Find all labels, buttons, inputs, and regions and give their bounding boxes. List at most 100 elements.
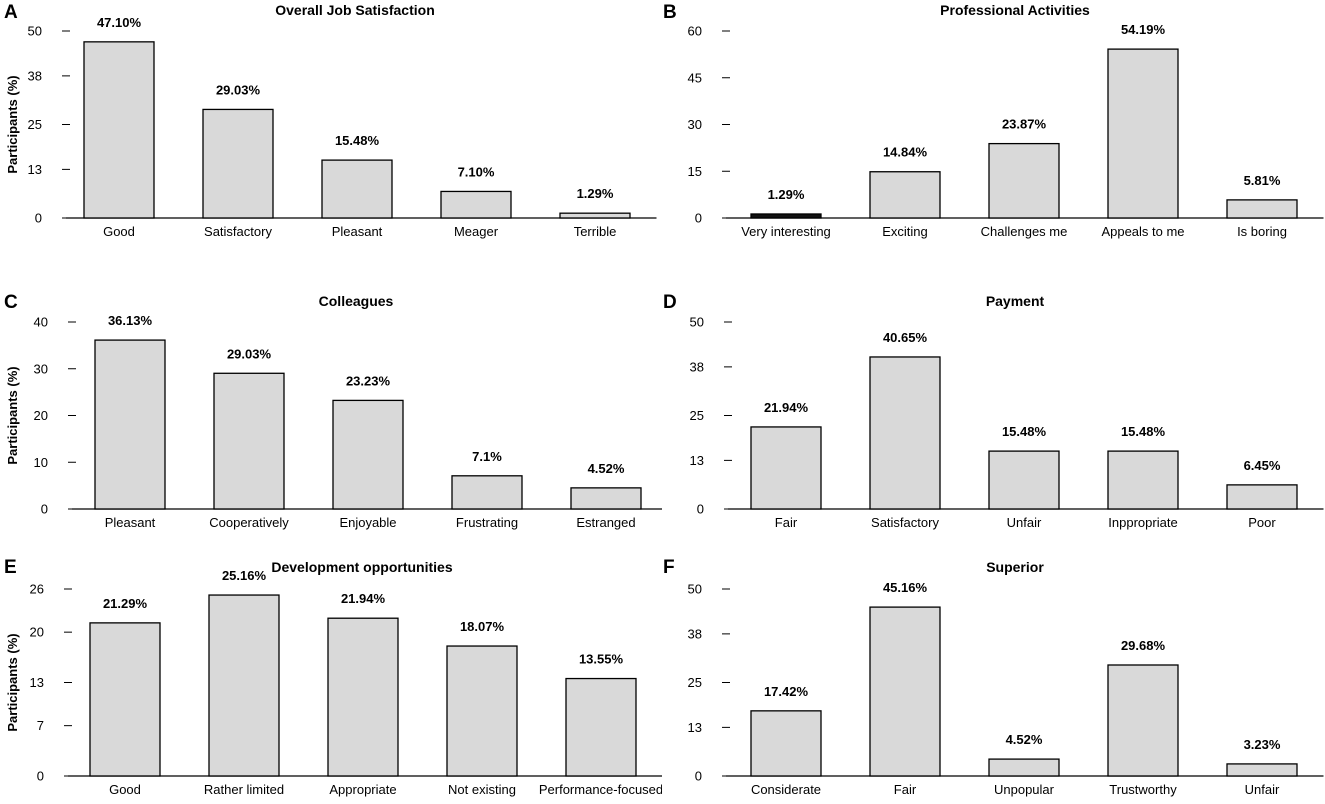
y-tick-label: 25: [690, 408, 704, 423]
y-tick-label: 30: [688, 117, 702, 132]
data-label: 3.23%: [1244, 737, 1281, 752]
x-tick-label: Appeals to me: [1101, 224, 1184, 239]
y-tick-label: 13: [30, 675, 44, 690]
y-tick-label: 20: [34, 408, 48, 423]
bar: [869, 606, 941, 777]
chart-title: Colleagues: [319, 293, 394, 309]
bar: [988, 142, 1060, 219]
data-label: 17.42%: [764, 684, 809, 699]
bar: [440, 190, 512, 219]
data-label: 45.16%: [883, 580, 928, 595]
chart-panel-c: C Colleagues 0 10 20 30 40 Participants (%) 36.1…: [0, 290, 668, 540]
data-label: 15.48%: [1121, 424, 1166, 439]
data-label: 54.19%: [1121, 22, 1166, 37]
data-label: 23.87%: [1002, 117, 1047, 132]
data-label: 21.94%: [341, 591, 386, 606]
data-label: 15.48%: [1002, 424, 1047, 439]
data-label: 21.29%: [103, 596, 148, 611]
bar: [559, 212, 631, 219]
bar: [321, 159, 393, 219]
y-tick-label: 15: [688, 164, 702, 179]
y-tick-label: 0: [695, 769, 702, 784]
x-tick-label: Rather limited: [204, 782, 284, 797]
x-tick-label: Cooperatively: [209, 515, 289, 530]
x-tick-label: Meager: [454, 224, 499, 239]
bar: [213, 372, 285, 510]
bar: [570, 487, 642, 510]
y-tick-label: 50: [688, 582, 702, 597]
y-axis-label: Participants (%): [5, 75, 20, 173]
x-tick-label: Unpopular: [994, 782, 1055, 797]
chart-panel-d: D Payment 0 13 25 38 50 21.94% Fair 40.65% Satisfa…: [662, 290, 1325, 540]
bar: [1107, 664, 1179, 777]
bar: [988, 450, 1060, 510]
y-tick-label: 60: [688, 24, 702, 39]
y-axis-label: Participants (%): [5, 366, 20, 464]
data-label: 4.52%: [588, 461, 625, 476]
y-tick-label: 10: [34, 455, 48, 470]
data-label: 47.10%: [97, 15, 142, 30]
bar: [94, 339, 166, 510]
chart-svg: F Superior 0 13 25 38 50 17.42% Considerate 45.16…: [663, 557, 1324, 797]
y-tick-label: 38: [28, 68, 42, 83]
y-tick-label: 25: [688, 675, 702, 690]
chart-title: Payment: [986, 293, 1045, 309]
x-tick-label: Good: [109, 782, 141, 797]
x-tick-label: Unfair: [1007, 515, 1042, 530]
panel-letter: A: [4, 2, 18, 23]
y-tick-label: 40: [34, 315, 48, 330]
panel-letter: C: [4, 292, 18, 313]
chart-panel-b: B Professional Activities 0 15 30 45 60 1.29% Ve…: [662, 0, 1325, 250]
y-tick-label: 0: [697, 502, 704, 517]
x-tick-label: Very interesting: [741, 224, 831, 239]
x-tick-label: Pleasant: [105, 515, 156, 530]
data-label: 5.81%: [1244, 173, 1281, 188]
chart-title: Superior: [986, 559, 1044, 575]
data-label: 40.65%: [883, 330, 928, 345]
y-tick-label: 0: [37, 769, 44, 784]
bar: [1107, 450, 1179, 510]
bar: [1226, 484, 1298, 510]
bar: [565, 677, 637, 777]
x-tick-label: Is boring: [1237, 224, 1287, 239]
bar: [869, 356, 941, 510]
bar: [1226, 763, 1298, 777]
chart-title: Overall Job Satisfaction: [275, 2, 435, 18]
y-tick-label: 25: [28, 117, 42, 132]
x-tick-label: Appropriate: [329, 782, 396, 797]
bar: [869, 171, 941, 219]
data-label: 29.03%: [216, 82, 261, 97]
bar: [750, 710, 822, 777]
y-tick-label: 0: [41, 502, 48, 517]
y-tick-label: 38: [688, 626, 702, 641]
x-tick-label: Poor: [1248, 515, 1276, 530]
x-tick-label: Satisfactory: [871, 515, 939, 530]
panel-letter: B: [663, 2, 677, 23]
data-label: 23.23%: [346, 373, 391, 388]
data-label: 13.55%: [579, 652, 624, 667]
x-tick-label: Satisfactory: [204, 224, 272, 239]
x-tick-label: Trustworthy: [1109, 782, 1177, 797]
chart-title: Professional Activities: [940, 2, 1090, 18]
data-label: 29.68%: [1121, 638, 1166, 653]
bar: [202, 108, 274, 219]
bar: [89, 622, 161, 777]
x-tick-label: Challenges me: [981, 224, 1068, 239]
chart-panel-f: F Superior 0 13 25 38 50 17.42% Considerate 45.16…: [662, 555, 1325, 799]
y-tick-label: 13: [690, 453, 704, 468]
y-tick-label: 13: [688, 720, 702, 735]
y-tick-label: 20: [30, 625, 44, 640]
chart-svg: B Professional Activities 0 15 30 45 60 1.29% Ve…: [663, 2, 1324, 239]
data-label: 7.10%: [458, 164, 495, 179]
y-tick-label: 50: [690, 315, 704, 330]
bar: [1226, 199, 1298, 219]
data-label: 29.03%: [227, 346, 272, 361]
chart-svg: D Payment 0 13 25 38 50 21.94% Fair 40.65% Satisfa…: [663, 292, 1324, 530]
bar: [988, 758, 1060, 777]
x-tick-label: Terrible: [574, 224, 617, 239]
bar: [446, 645, 518, 777]
data-label: 7.1%: [472, 449, 502, 464]
y-tick-label: 45: [688, 70, 702, 85]
x-tick-label: Not existing: [448, 782, 516, 797]
data-label: 6.45%: [1244, 458, 1281, 473]
